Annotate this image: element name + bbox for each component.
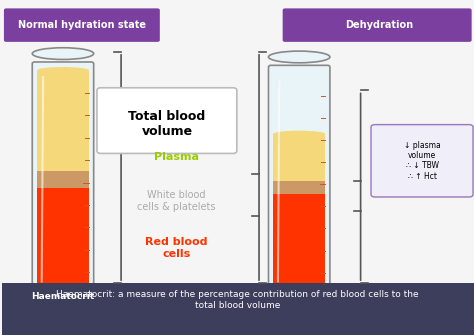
Bar xyxy=(37,171,89,188)
Ellipse shape xyxy=(268,51,330,63)
FancyBboxPatch shape xyxy=(97,88,237,153)
Bar xyxy=(37,70,89,171)
Text: Normal hydration state: Normal hydration state xyxy=(18,20,146,30)
Ellipse shape xyxy=(32,48,94,60)
Bar xyxy=(273,194,325,294)
FancyBboxPatch shape xyxy=(32,62,94,296)
Ellipse shape xyxy=(273,131,325,137)
Text: Haematocrit: Haematocrit xyxy=(31,292,95,301)
Text: Dehydration: Dehydration xyxy=(346,20,414,30)
FancyBboxPatch shape xyxy=(283,8,472,42)
Ellipse shape xyxy=(37,67,89,74)
Text: Red blood
cells: Red blood cells xyxy=(145,237,208,259)
Text: Total blood
volume: Total blood volume xyxy=(128,110,206,138)
Ellipse shape xyxy=(273,289,325,297)
Bar xyxy=(37,188,89,294)
Ellipse shape xyxy=(37,289,89,297)
Text: Plasma: Plasma xyxy=(154,152,199,162)
Text: White blood
cells & platelets: White blood cells & platelets xyxy=(137,190,216,212)
Bar xyxy=(273,134,325,181)
Text: ↓ plasma
volume
∴ ↓ TBW
∴ ↑ Hct: ↓ plasma volume ∴ ↓ TBW ∴ ↑ Hct xyxy=(404,141,440,181)
Bar xyxy=(273,181,325,194)
FancyBboxPatch shape xyxy=(1,283,474,335)
FancyBboxPatch shape xyxy=(371,125,473,197)
FancyBboxPatch shape xyxy=(268,65,330,296)
Text: Haematocrit: a measure of the percentage contribution of red blood cells to the
: Haematocrit: a measure of the percentage… xyxy=(56,290,419,310)
FancyBboxPatch shape xyxy=(4,8,160,42)
